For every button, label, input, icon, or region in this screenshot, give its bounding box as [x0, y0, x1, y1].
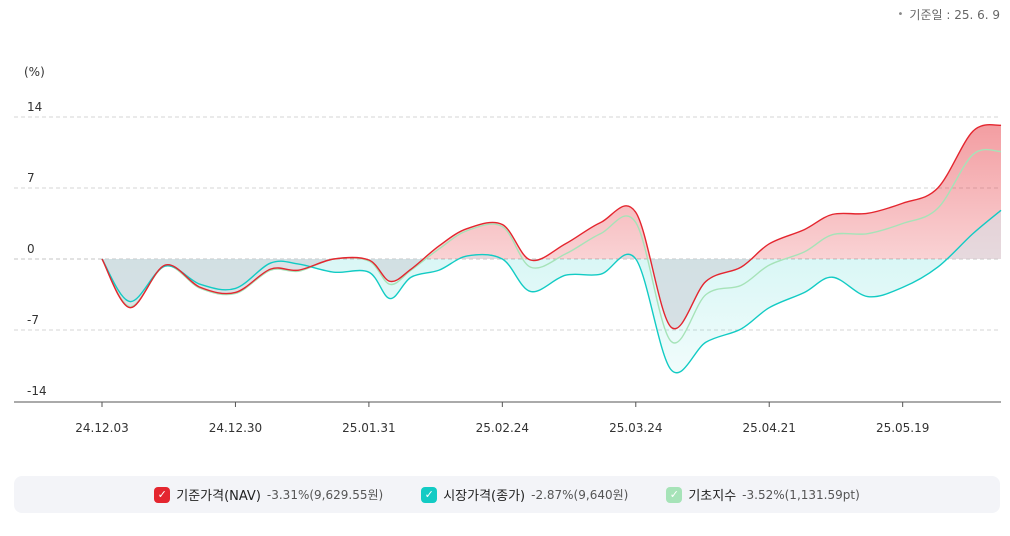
- legend-item-index[interactable]: ✓ 기초지수 -3.52%(1,131.59pt): [666, 485, 860, 504]
- legend: ✓ 기준가격(NAV) -3.31%(9,629.55원) ✓ 시장가격(종가)…: [14, 476, 1000, 513]
- y-ticks: 14 7 0 -7 -14: [27, 100, 47, 398]
- area-above-baseline: [102, 124, 1001, 259]
- base-date: • 기준일 : 25. 6. 9: [898, 6, 1001, 23]
- legend-name: 기준가격(NAV): [176, 489, 261, 504]
- y-tick-label: 0: [27, 242, 35, 256]
- base-date-label: 기준일 : 25. 6. 9: [909, 8, 1000, 22]
- legend-value: -2.87%(9,640원): [531, 488, 629, 502]
- series-line-nav: [101, 123, 1002, 330]
- area-below-grey: [102, 259, 1001, 329]
- series-line-market: [101, 209, 1002, 374]
- x-tick-label: 25.05.19: [876, 421, 929, 435]
- area-below-baseline: [102, 259, 1001, 373]
- legend-item-market[interactable]: ✓ 시장가격(종가) -2.87%(9,640원): [421, 485, 628, 504]
- y-tick-label: -7: [27, 313, 39, 327]
- legend-value: -3.31%(9,629.55원): [266, 488, 384, 502]
- series-lines: [101, 123, 1002, 374]
- check-icon[interactable]: ✓: [154, 486, 171, 503]
- legend-name: 시장가격(종가): [443, 489, 526, 504]
- x-tick-label: 24.12.30: [209, 421, 262, 435]
- performance-chart: (%) 14 7 0 -7 -14 24.12.03 24.12.30 25.01.31 25…: [14, 65, 1002, 435]
- x-tick-label: 25.03.24: [609, 421, 662, 435]
- x-tick-label: 25.01.31: [342, 421, 395, 435]
- series-line-index: [101, 148, 1002, 344]
- y-tick-label: 7: [27, 171, 35, 185]
- legend-name: 기초지수: [688, 489, 737, 504]
- check-icon[interactable]: ✓: [421, 486, 438, 503]
- x-tick-label: 25.02.24: [476, 421, 529, 435]
- x-ticks: 24.12.03 24.12.30 25.01.31 25.02.24 25.03.24…: [75, 402, 929, 435]
- x-tick-label: 24.12.03: [75, 421, 128, 435]
- legend-item-nav[interactable]: ✓ 기준가격(NAV) -3.31%(9,629.55원): [154, 485, 383, 504]
- y-tick-label: -14: [27, 384, 47, 398]
- bullet-icon: •: [897, 9, 904, 20]
- legend-value: -3.52%(1,131.59pt): [742, 487, 860, 502]
- y-tick-label: 14: [27, 100, 42, 114]
- y-axis-label: (%): [24, 65, 45, 79]
- check-icon[interactable]: ✓: [666, 486, 683, 503]
- x-tick-label: 25.04.21: [743, 421, 796, 435]
